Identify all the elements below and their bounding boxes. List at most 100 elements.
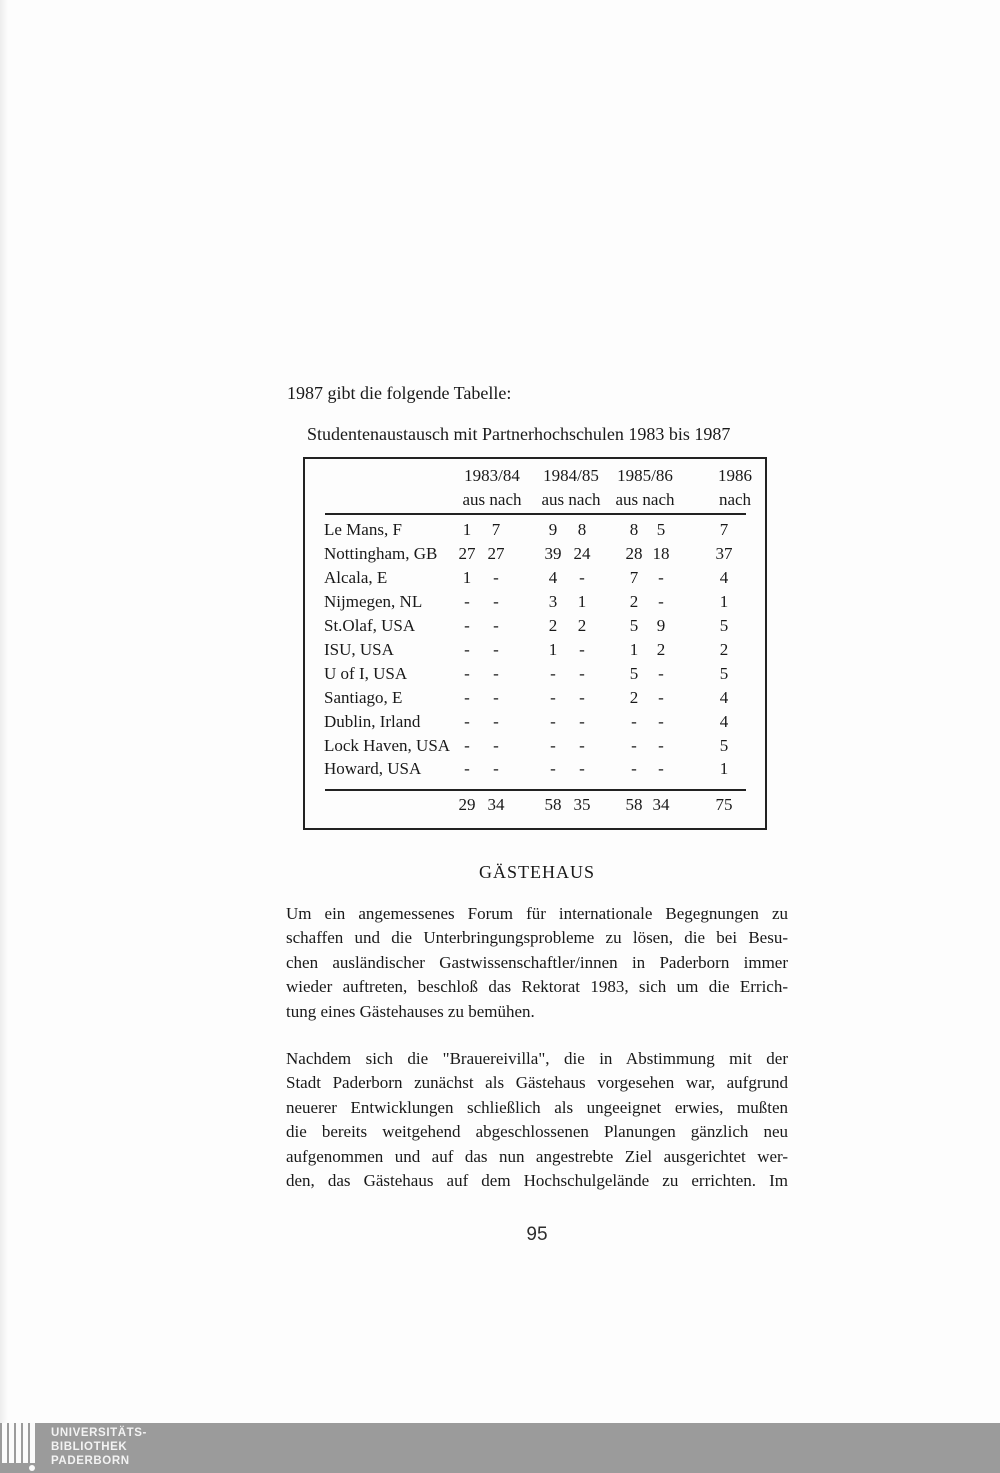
section-heading: GÄSTEHAUS: [478, 862, 595, 882]
cell: -: [550, 688, 556, 707]
col-sub-1986: nach: [718, 490, 752, 509]
library-brand-bar: UNIVERSITÄTS- BIBLIOTHEK PADERBORN: [0, 1423, 1000, 1473]
text-line: chen ausländischer Gastwissenschaftler/i…: [286, 952, 788, 972]
cell: 5: [719, 616, 729, 635]
cell: -: [464, 664, 470, 683]
total-cell: 58: [625, 795, 643, 814]
header-rule: [325, 513, 746, 515]
table-title: Studentenaustausch mit Partnerhochschule…: [307, 424, 731, 444]
cell: 4: [719, 712, 729, 731]
text-line: Stadt Paderborn zunächst als Gästehaus v…: [286, 1073, 788, 1093]
cell: -: [464, 712, 470, 731]
total-cell: 35: [573, 795, 591, 814]
cell: 2: [548, 616, 558, 635]
cell: 2: [719, 640, 729, 659]
cell: -: [658, 664, 664, 683]
row-label: Nijmegen, NL: [324, 592, 423, 611]
cell: 7: [629, 568, 639, 587]
library-name-line: UNIVERSITÄTS-: [51, 1427, 147, 1439]
cell: 7: [719, 520, 729, 539]
cell: 4: [719, 568, 729, 587]
cell: -: [631, 712, 637, 731]
cell: -: [493, 688, 499, 707]
table-row: U of I, USA - - - - 5 - 5: [305, 662, 765, 686]
col-year-1984-85: 1984/85: [543, 466, 599, 485]
cell: 2: [629, 592, 639, 611]
cell: 3: [548, 592, 558, 611]
cell: -: [579, 736, 585, 755]
text-line: neuerer Entwicklungen schließlich als un…: [286, 1097, 788, 1117]
text-line: tung eines Gästehauses zu bemühen.: [286, 1001, 535, 1021]
cell: 2: [629, 688, 639, 707]
cell: -: [579, 640, 585, 659]
cell: 1: [577, 592, 587, 611]
row-label: Alcala, E: [324, 568, 388, 587]
text-line: Nachdem sich die "Brauereivilla", die in…: [286, 1049, 788, 1068]
table-row: Alcala, E 1 - 4 - 7 - 4: [305, 566, 765, 590]
cell: -: [550, 736, 556, 755]
cell: -: [464, 688, 470, 707]
cell: -: [464, 736, 470, 755]
row-label: Dublin, Irland: [324, 712, 421, 731]
cell: 5: [629, 664, 639, 683]
cell: -: [493, 712, 499, 731]
table-row: Dublin, Irland - - - - - - 4: [305, 710, 765, 734]
cell: 7: [491, 520, 501, 539]
cell: -: [464, 759, 470, 778]
cell: -: [579, 664, 585, 683]
cell: 37: [715, 544, 733, 563]
cell: -: [579, 688, 585, 707]
cell: -: [464, 592, 470, 611]
cell: -: [658, 592, 664, 611]
cell: -: [550, 759, 556, 778]
row-label: Howard, USA: [324, 759, 422, 778]
library-name-line: PADERBORN: [51, 1455, 130, 1467]
totals-rule: [325, 789, 746, 791]
text-line: aufgenommen und auf das nun angestrebte …: [286, 1146, 788, 1166]
cell: -: [493, 664, 499, 683]
cell: 18: [652, 544, 670, 563]
cell: -: [631, 759, 637, 778]
col-year-1985-86: 1985/86: [617, 466, 673, 485]
cell: 9: [656, 616, 666, 635]
library-name: UNIVERSITÄTS- BIBLIOTHEK PADERBORN: [51, 1426, 147, 1468]
total-cell: 75: [715, 795, 733, 814]
cell: 4: [719, 688, 729, 707]
col-sub-1984-85: aus nach: [541, 490, 601, 509]
cell: 1: [719, 759, 729, 778]
cell: -: [658, 759, 664, 778]
cell: -: [550, 664, 556, 683]
cell: 5: [719, 664, 729, 683]
row-label: U of I, USA: [324, 664, 408, 683]
row-label: ISU, USA: [324, 640, 394, 659]
page-number: 95: [526, 1224, 548, 1245]
col-sub-1983-84: aus nach: [462, 490, 522, 509]
cell: -: [493, 592, 499, 611]
cell: 8: [629, 520, 639, 539]
cell: -: [658, 568, 664, 587]
text-line: schaffen und die Unterbringungsprobleme …: [286, 928, 788, 948]
table-row: Santiago, E - - - - 2 - 4: [305, 686, 765, 710]
text-line: den, das Gästehaus auf dem Hochschulgelä…: [286, 1171, 788, 1191]
row-label: St.Olaf, USA: [324, 616, 416, 635]
cell: 1: [629, 640, 639, 659]
row-label: Le Mans, F: [324, 520, 402, 539]
cell: -: [658, 712, 664, 731]
cell: 5: [719, 736, 729, 755]
cell: 4: [548, 568, 558, 587]
scan-edge-shadow: [0, 0, 8, 1423]
table-row: St.Olaf, USA - - 2 2 5 9 5: [305, 614, 765, 638]
paragraph-1: Um ein angemessenes Forum für internatio…: [286, 902, 788, 1024]
text-line: Um ein angemessenes Forum für internatio…: [286, 904, 788, 923]
cell: 8: [577, 520, 587, 539]
cell: -: [631, 736, 637, 755]
paragraph-2: Nachdem sich die "Brauereivilla", die in…: [286, 1047, 788, 1193]
total-cell: 58: [544, 795, 562, 814]
cell: 27: [458, 544, 476, 563]
table-row: Howard, USA - - - - - - 1: [305, 757, 765, 781]
text-line: wieder auftreten, beschloß das Rektorat …: [286, 977, 788, 997]
cell: 5: [629, 616, 639, 635]
exchange-table: 1983/84 1984/85 1985/86 1986 aus nach au…: [303, 457, 767, 830]
cell: -: [464, 640, 470, 659]
table-row: Nijmegen, NL - - 3 1 2 - 1: [305, 590, 765, 614]
